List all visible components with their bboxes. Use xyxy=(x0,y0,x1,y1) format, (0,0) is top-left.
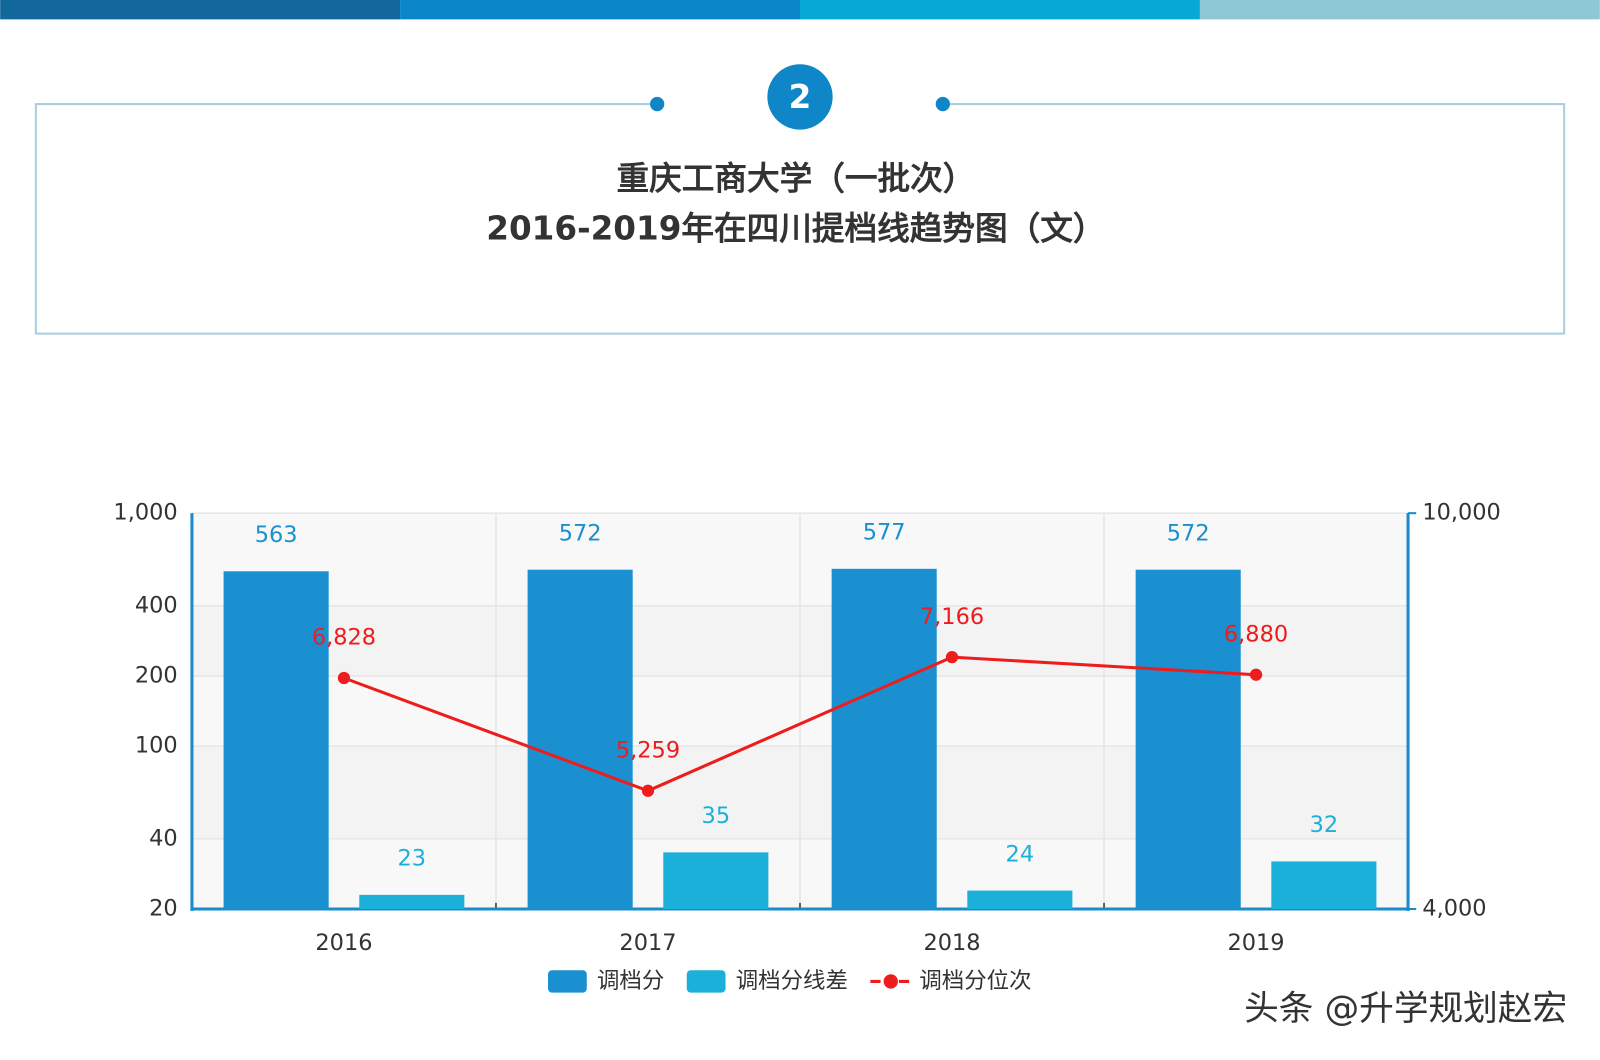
legend-label: 调档分线差 xyxy=(736,968,848,994)
bar-label: 24 xyxy=(1006,841,1035,867)
stripe xyxy=(1199,0,1600,20)
bar xyxy=(663,852,769,910)
line-point xyxy=(337,671,351,685)
plot: 20 40 100 200 400 1,000 4,000 10,000 2016 2017 201… xyxy=(113,500,1500,994)
legend-swatch xyxy=(686,970,726,993)
legend-label: 调档分 xyxy=(597,968,664,994)
x-tick-label: 2019 xyxy=(1227,930,1284,956)
bar xyxy=(359,894,465,910)
line-label: 7,166 xyxy=(920,604,984,630)
line-point xyxy=(1249,668,1263,681)
line-label: 6,828 xyxy=(312,625,376,651)
title-line: 2016-2019年在四川提档线趋势图（文） xyxy=(486,210,1105,248)
x-tick-label: 2017 xyxy=(619,930,676,956)
y-tick-label: 1,000 xyxy=(113,500,177,526)
dot xyxy=(935,96,950,112)
title-line: 重庆工商大学（一批次） xyxy=(616,160,975,198)
bar xyxy=(967,890,1073,910)
legend-swatch xyxy=(548,970,587,993)
y-tick-label: 40 xyxy=(149,825,178,851)
y-tick-label: 20 xyxy=(149,896,178,922)
legend-label: 调档分位次 xyxy=(919,968,1031,994)
stripe xyxy=(400,0,800,20)
bar xyxy=(1135,569,1241,910)
bar-label: 572 xyxy=(1167,520,1210,546)
x-tick-label: 2016 xyxy=(315,930,372,956)
bar-label: 23 xyxy=(398,846,427,872)
bar-label: 35 xyxy=(702,803,731,829)
y-tick-label: 400 xyxy=(135,592,178,618)
line-point xyxy=(945,651,959,664)
legend-swatch xyxy=(883,974,898,989)
stripe xyxy=(0,0,401,20)
bar xyxy=(831,568,937,910)
title-box xyxy=(34,103,1566,335)
bar-label: 572 xyxy=(559,520,602,546)
bar xyxy=(223,571,329,910)
bar-label: 32 xyxy=(1310,812,1339,838)
x-tick-label: 2018 xyxy=(923,930,980,956)
badge-number: 2 xyxy=(789,78,812,116)
line-label: 6,880 xyxy=(1224,621,1288,647)
bar xyxy=(1271,861,1377,910)
y2-tick-label: 4,000 xyxy=(1422,896,1486,922)
watermark: 头条 @升学规划赵宏 xyxy=(1244,989,1567,1029)
line xyxy=(343,655,1257,793)
line-label: 5,259 xyxy=(616,738,680,764)
stripe xyxy=(800,0,1200,20)
line-point xyxy=(641,784,655,797)
dot xyxy=(650,96,665,112)
y2-tick-label: 10,000 xyxy=(1422,500,1501,526)
y-tick-label: 100 xyxy=(135,733,178,759)
bar xyxy=(527,569,633,910)
bar-label: 563 xyxy=(255,522,298,548)
badge xyxy=(767,64,833,130)
bar-label: 577 xyxy=(863,520,906,546)
y-tick-label: 200 xyxy=(135,663,178,689)
